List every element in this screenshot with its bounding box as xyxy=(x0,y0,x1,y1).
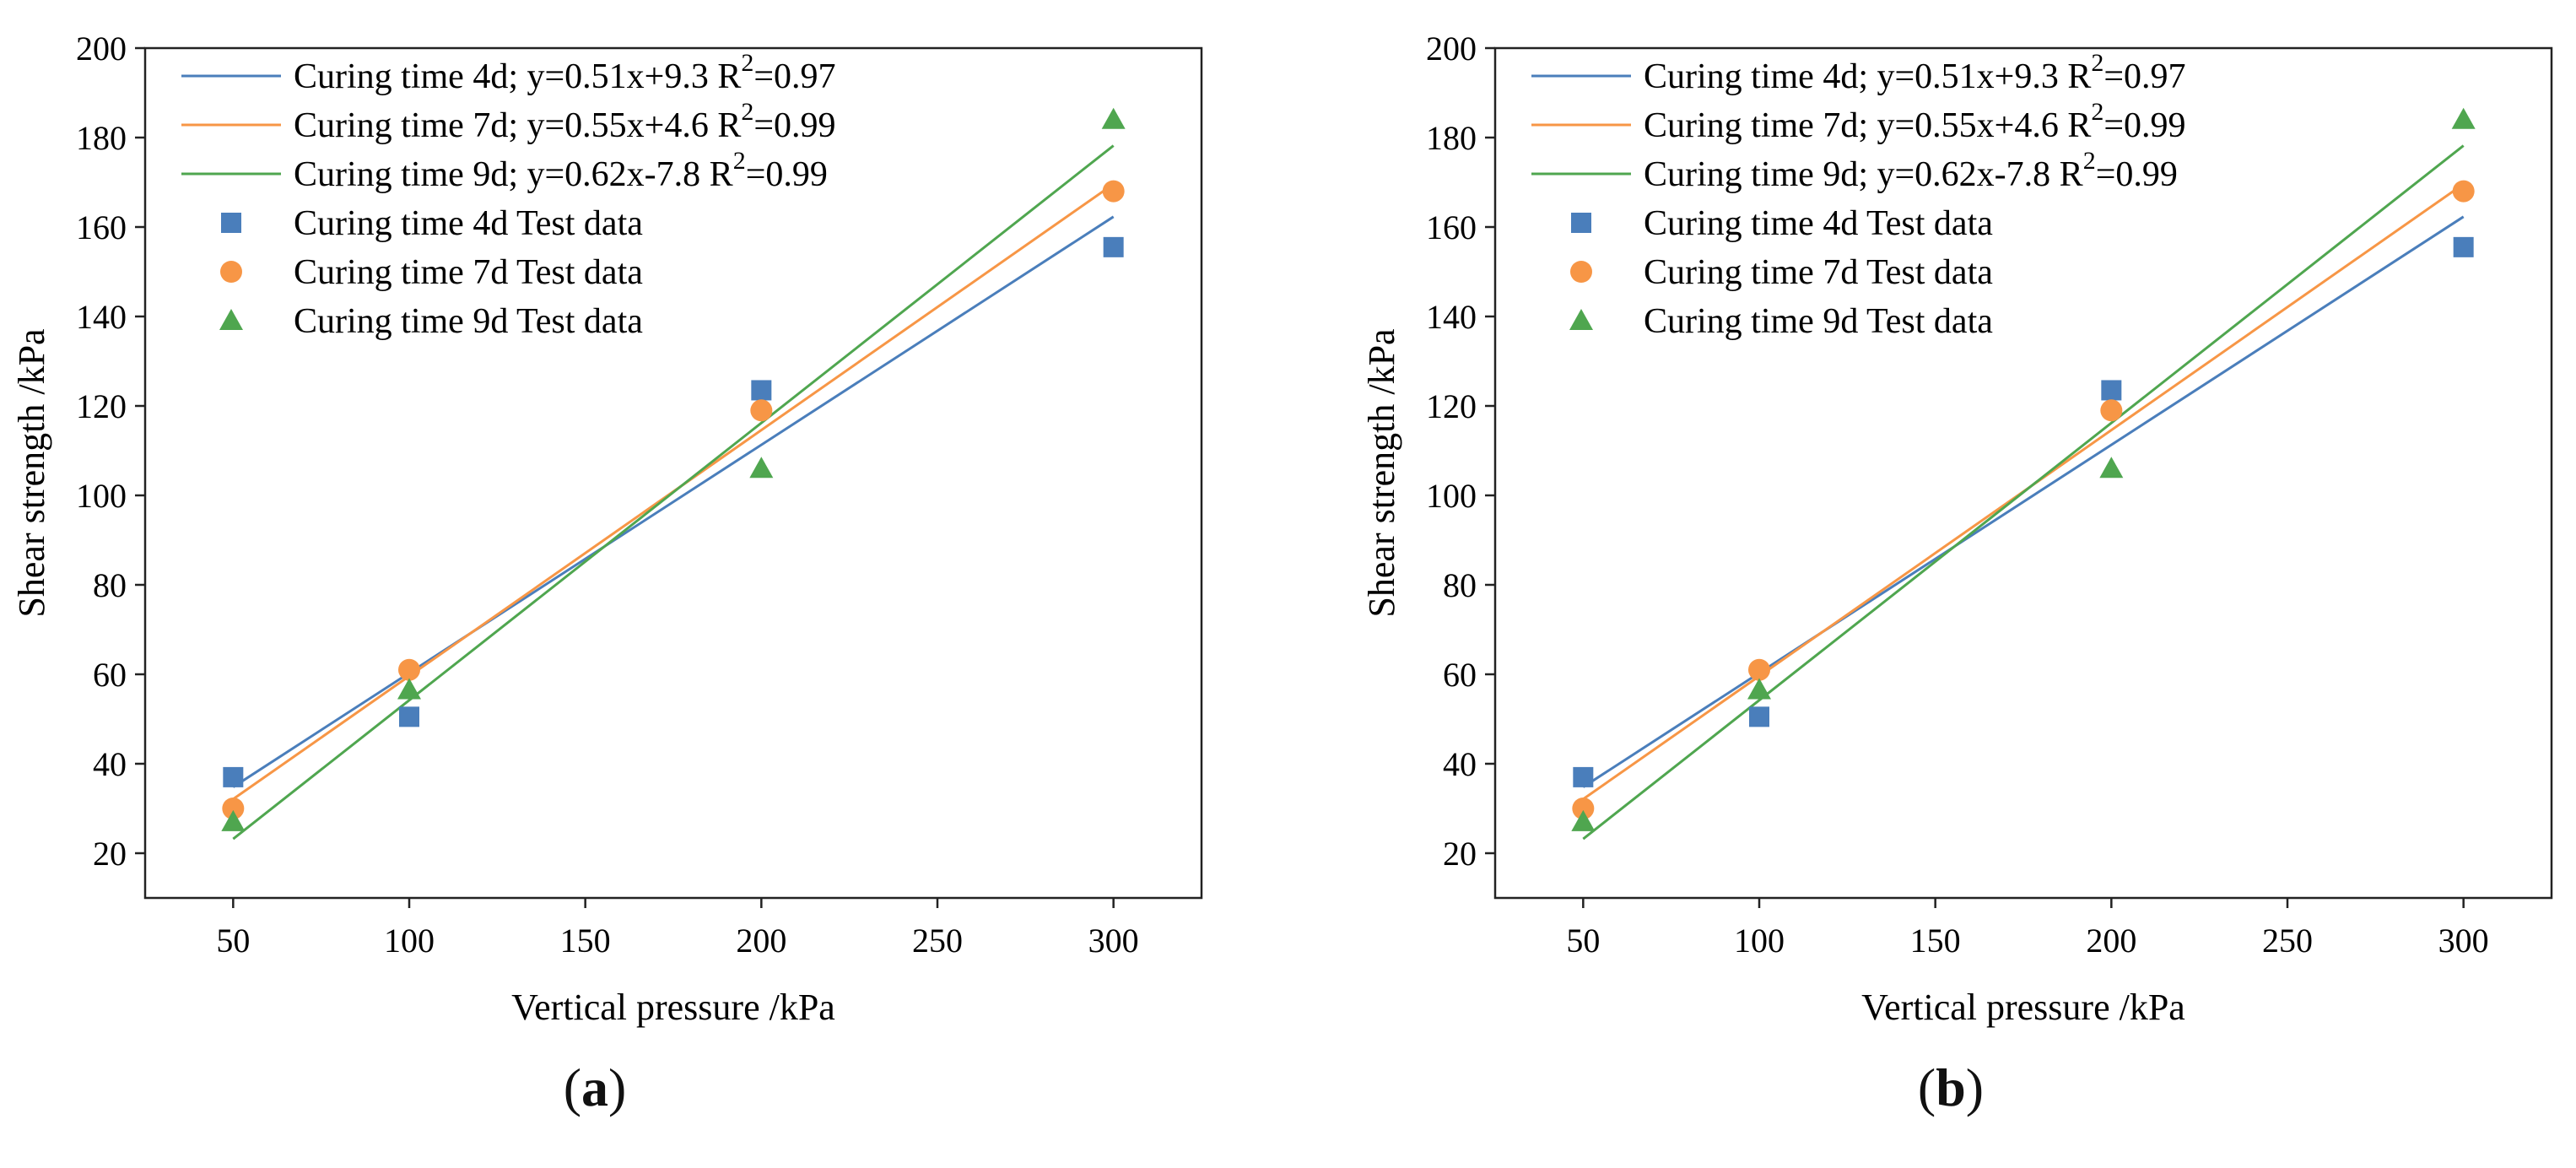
data-point-circle xyxy=(1748,658,1770,681)
data-point-circle xyxy=(2452,180,2475,203)
data-point-square xyxy=(1749,706,1769,727)
y-tick-label: 180 xyxy=(1426,119,1477,157)
panel-caption-b: (b) xyxy=(1917,1057,1985,1117)
chart-svg-b: 50 100 150 200 250 300 20 40 60 80 100 120 140 160 180… xyxy=(1361,30,2553,1028)
y-tick-label: 140 xyxy=(1426,298,1477,336)
data-point-circle xyxy=(222,798,245,819)
x-tick-label: 300 xyxy=(2438,922,2489,960)
data-point-circle xyxy=(750,399,773,422)
data-point-triangle xyxy=(221,809,246,831)
y-tick-label: 80 xyxy=(93,566,127,604)
y-tick-label: 200 xyxy=(76,30,127,68)
y-tick-label: 20 xyxy=(1443,835,1477,873)
panel-caption-a: (a) xyxy=(563,1057,627,1117)
data-point-circle xyxy=(2100,399,2123,422)
legend-entry-label: Curing time 4d; y=0.51x+9.3 R2=0.97 xyxy=(294,49,836,96)
data-point-triangle xyxy=(397,678,421,700)
data-point-square xyxy=(223,766,244,787)
legend-entry-label: Curing time 7d Test data xyxy=(294,253,643,292)
y-tick-label: 140 xyxy=(76,298,127,336)
y-tick-label: 180 xyxy=(76,119,127,157)
x-tick-label: 50 xyxy=(1566,922,1600,960)
chart-panel-b: 50 100 150 200 250 300 20 40 60 80 100 120 140 160 180… xyxy=(1350,0,2576,1168)
y-tick-label: 160 xyxy=(76,208,127,246)
legend-entry-label: Curing time 9d; y=0.62x-7.8 R2=0.99 xyxy=(294,147,828,194)
data-point-triangle xyxy=(1101,107,1126,129)
y-tick-label: 200 xyxy=(1426,30,1477,68)
x-tick-label: 200 xyxy=(736,922,786,960)
data-point-triangle xyxy=(1571,809,1596,831)
legend-entry-label: Curing time 7d Test data xyxy=(1644,253,1993,292)
y-tick-label: 60 xyxy=(93,656,127,694)
data-point-triangle xyxy=(2451,107,2476,129)
x-tick-label: 150 xyxy=(560,922,611,960)
y-axis-title: Shear strength /kPa xyxy=(1361,328,1402,617)
legend-marker-swatch xyxy=(220,261,242,283)
data-point-square xyxy=(2101,380,2122,401)
x-tick-label: 100 xyxy=(384,922,435,960)
data-point-circle xyxy=(1102,180,1125,203)
fit-line xyxy=(232,144,1115,841)
x-tick-label: 50 xyxy=(216,922,250,960)
x-tick-label: 300 xyxy=(1088,922,1139,960)
y-tick-label: 40 xyxy=(93,745,127,783)
legend-entry-label: Curing time 9d Test data xyxy=(1644,302,1993,341)
legend-marker-swatch xyxy=(1570,261,1592,283)
plot-frame xyxy=(1493,46,2553,900)
data-point-square xyxy=(2453,236,2474,257)
legend-marker-swatch xyxy=(219,309,243,330)
x-tick-label: 150 xyxy=(1910,922,1961,960)
y-tick-label: 160 xyxy=(1426,208,1477,246)
y-tick-label: 100 xyxy=(76,477,127,515)
y-tick-label: 100 xyxy=(1426,477,1477,515)
legend-entry-label: Curing time 7d; y=0.55x+4.6 R2=0.99 xyxy=(294,98,836,145)
y-axis-title: Shear strength /kPa xyxy=(11,328,52,617)
x-tick-label: 100 xyxy=(1734,922,1785,960)
legend-entry-label: Curing time 9d Test data xyxy=(294,302,643,341)
data-point-triangle xyxy=(749,457,774,479)
y-tick-label: 120 xyxy=(1426,387,1477,425)
legend-entry-label: Curing time 9d; y=0.62x-7.8 R2=0.99 xyxy=(1644,147,2178,194)
y-tick-label: 60 xyxy=(1443,656,1477,694)
x-tick-label: 200 xyxy=(2086,922,2136,960)
legend-entry-label: Curing time 4d Test data xyxy=(294,204,643,243)
y-tick-label: 120 xyxy=(76,387,127,425)
legend-entry-label: Curing time 4d; y=0.51x+9.3 R2=0.97 xyxy=(1644,49,2186,96)
data-point-square xyxy=(1103,236,1124,257)
fit-line xyxy=(1582,215,2465,788)
x-tick-label: 250 xyxy=(912,922,963,960)
x-axis-title: Vertical pressure /kPa xyxy=(511,987,835,1028)
data-point-square xyxy=(399,706,419,727)
data-point-square xyxy=(751,380,772,401)
y-tick-label: 40 xyxy=(1443,745,1477,783)
legend-entry-label: Curing time 4d Test data xyxy=(1644,204,1993,243)
chart-svg-a: 50 100 150 200 250 300 20 40 60 80 100 120 140 160 180… xyxy=(11,30,1203,1028)
legend-entry-label: Curing time 7d; y=0.55x+4.6 R2=0.99 xyxy=(1644,98,2186,145)
data-point-triangle xyxy=(2099,457,2124,479)
legend-marker-swatch xyxy=(1569,309,1593,330)
y-tick-label: 20 xyxy=(93,835,127,873)
x-axis-title: Vertical pressure /kPa xyxy=(1861,987,2185,1028)
x-tick-label: 250 xyxy=(2262,922,2313,960)
legend-marker-swatch xyxy=(221,213,241,233)
legend-marker-swatch xyxy=(1571,213,1591,233)
fit-line xyxy=(1582,144,2465,841)
fit-line xyxy=(232,215,1115,788)
data-point-triangle xyxy=(1747,678,1771,700)
y-tick-label: 80 xyxy=(1443,566,1477,604)
data-point-circle xyxy=(398,658,420,681)
plot-frame xyxy=(143,46,1203,900)
data-point-square xyxy=(1573,766,1594,787)
data-point-circle xyxy=(1572,798,1595,819)
chart-panel-a: 50 100 150 200 250 300 20 40 60 80 100 120 140 160 180… xyxy=(11,30,1203,1117)
